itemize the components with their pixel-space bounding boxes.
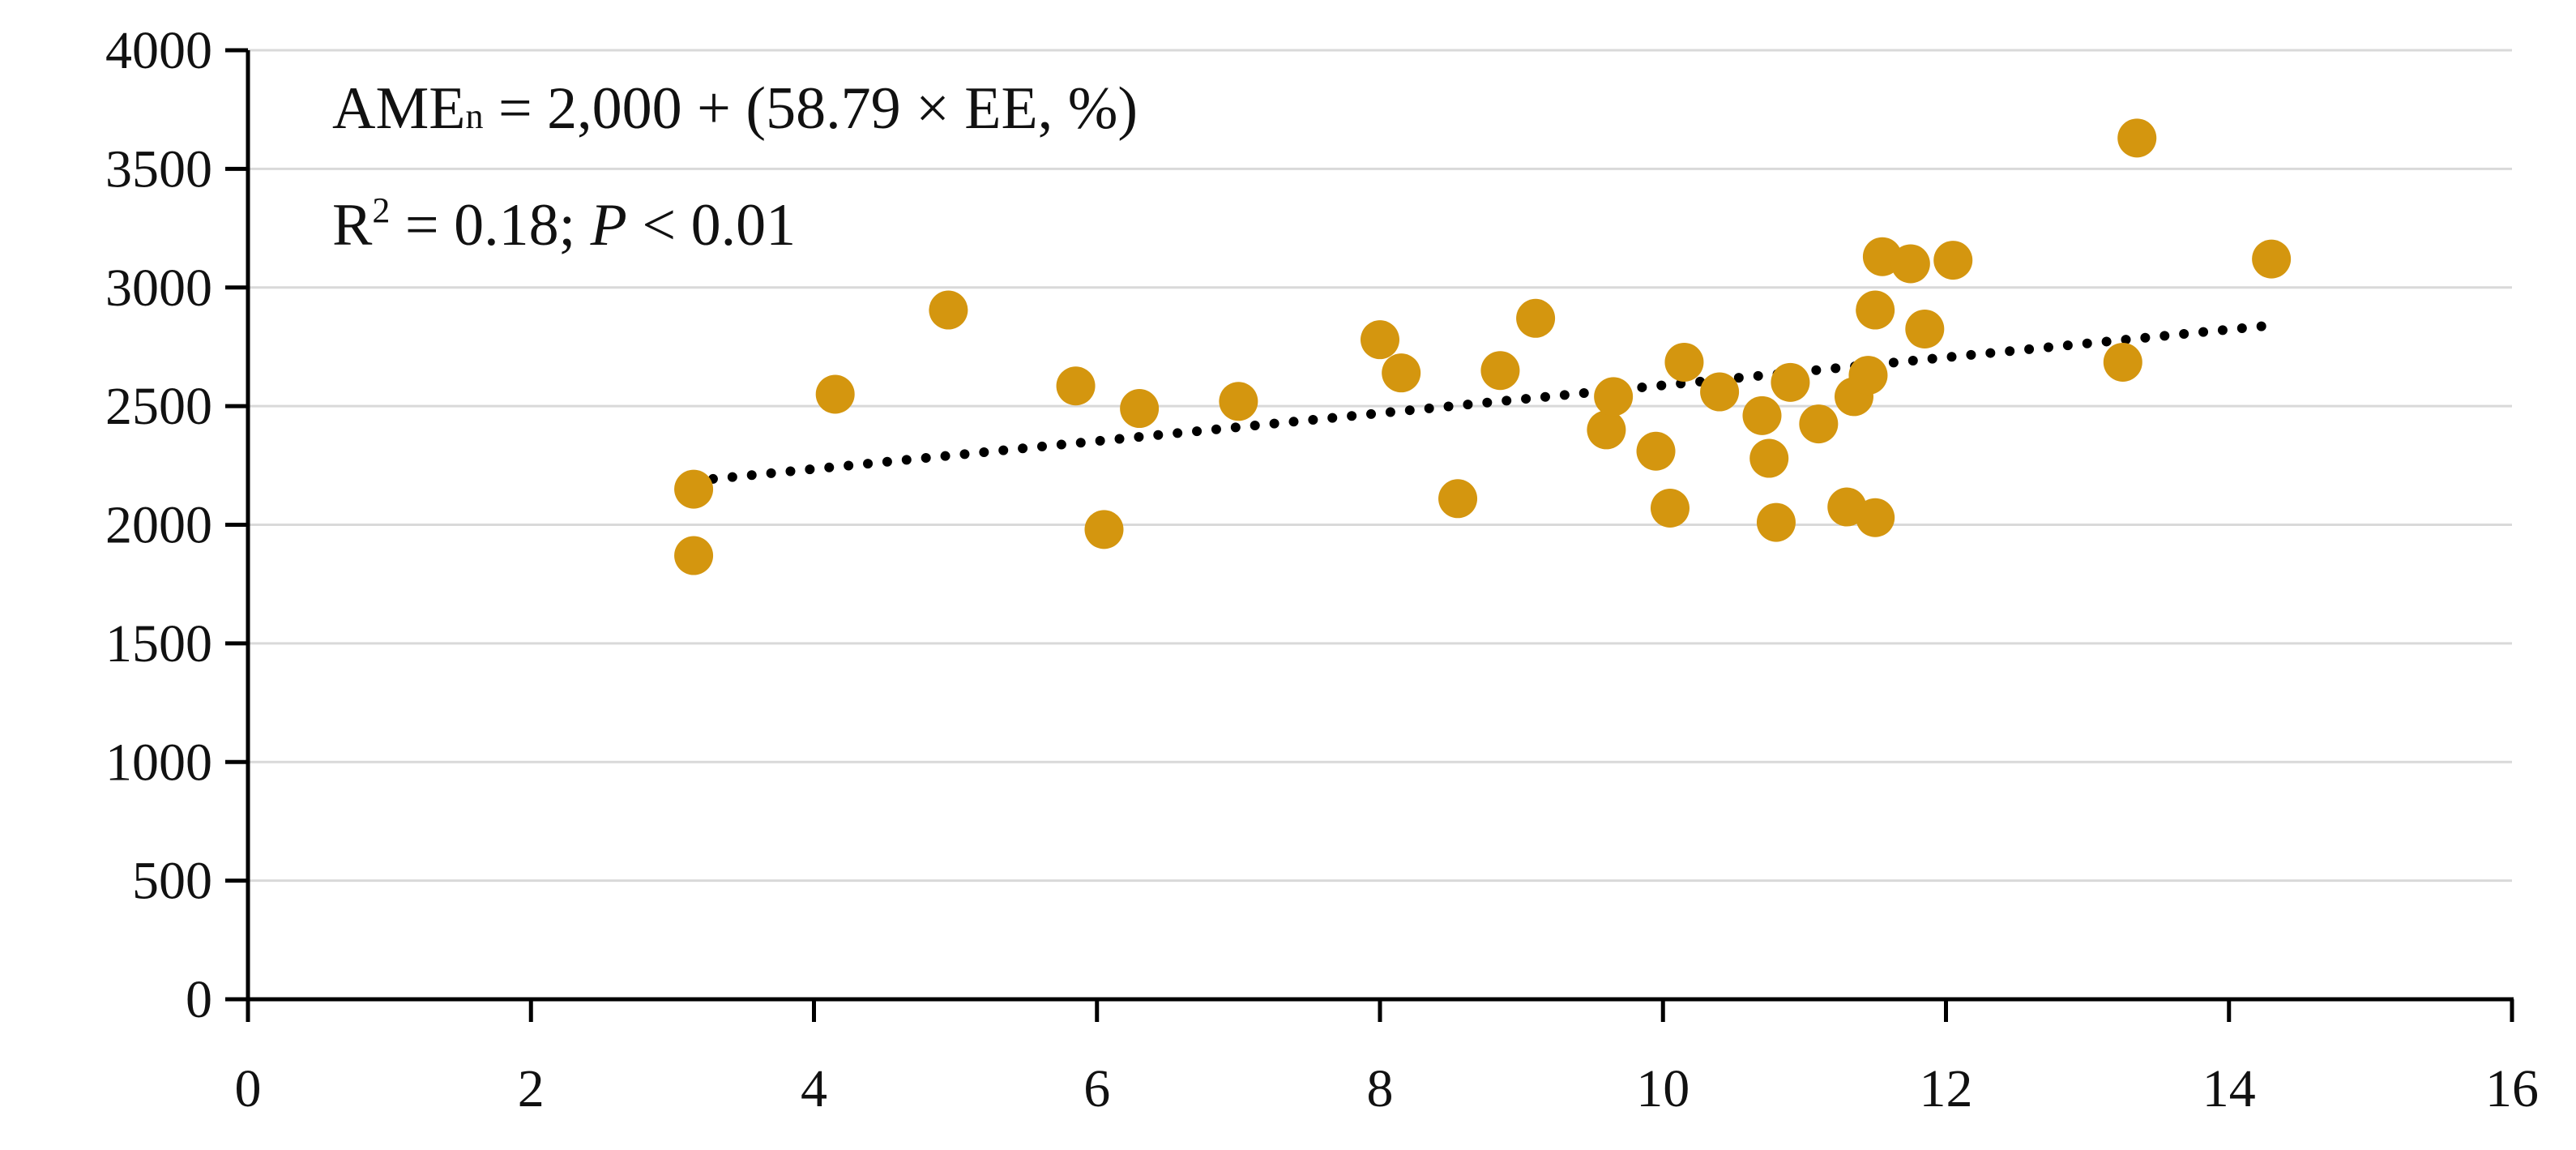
x-tick-label-2: 2	[518, 1059, 545, 1118]
data-point-14	[1587, 410, 1626, 450]
r-value: = 0.18;	[390, 192, 590, 259]
data-point-34	[2103, 342, 2142, 382]
y-tick-label-4000: 4000	[105, 21, 212, 80]
p-value: < 0.01	[627, 192, 796, 259]
data-point-3	[815, 374, 855, 414]
data-points	[674, 118, 2292, 575]
data-point-1	[674, 469, 714, 509]
data-point-23	[1771, 362, 1810, 402]
axes: 0 500 1000 1500 2000 2500 3000 3500 4000 0 2 4 6 8 10 1…	[105, 21, 2539, 1118]
data-point-19	[1700, 372, 1740, 412]
r-superscript: 2	[372, 190, 390, 230]
y-tick-label-500: 500	[132, 852, 212, 911]
data-point-11	[1438, 479, 1478, 519]
data-point-10	[1382, 353, 1421, 393]
data-point-15	[1594, 377, 1634, 417]
y-tick-label-2500: 2500	[105, 377, 212, 436]
y-tick-label-3000: 3000	[105, 259, 212, 318]
data-point-35	[2117, 118, 2157, 158]
x-tick-label-0: 0	[235, 1059, 262, 1118]
data-point-28	[1856, 290, 1895, 330]
y-tick-label-0: 0	[186, 970, 212, 1029]
data-point-12	[1480, 351, 1520, 391]
data-point-8	[1219, 382, 1258, 421]
stats-annotation: R2 = 0.18; P < 0.01	[332, 190, 796, 259]
data-point-29	[1856, 498, 1895, 537]
y-tick-label-1500: 1500	[105, 614, 212, 673]
gridlines	[248, 49, 2512, 883]
x-tick-label-6: 6	[1083, 1059, 1110, 1118]
data-point-22	[1756, 502, 1796, 542]
equation-rhs: = 2,000 + (58.79 × EE, %)	[483, 75, 1138, 142]
data-point-2	[674, 536, 714, 575]
y-tick-label-3500: 3500	[105, 139, 212, 199]
x-tick-label-10: 10	[1636, 1059, 1690, 1118]
equation-annotation: AMEn = 2,000 + (58.79 × EE, %)	[332, 75, 1138, 142]
y-tick-label-1000: 1000	[105, 733, 212, 792]
x-tick-label-12: 12	[1920, 1059, 1973, 1118]
data-point-6	[1084, 510, 1124, 549]
data-point-7	[1120, 389, 1160, 429]
data-point-21	[1749, 438, 1789, 478]
data-point-16	[1636, 431, 1676, 471]
data-point-20	[1742, 395, 1782, 435]
data-point-27	[1848, 356, 1888, 395]
x-tick-label-8: 8	[1367, 1059, 1394, 1118]
data-point-18	[1664, 342, 1704, 382]
p-label: P	[590, 192, 627, 259]
x-tick-label-14: 14	[2202, 1059, 2256, 1118]
trendline-layer	[689, 320, 2277, 486]
data-point-4	[929, 290, 968, 330]
data-point-31	[1890, 244, 1930, 284]
x-tick-label-4: 4	[801, 1059, 827, 1118]
data-point-32	[1905, 309, 1945, 348]
data-point-17	[1650, 489, 1690, 528]
equation-lhs: AME	[332, 75, 465, 142]
data-point-5	[1056, 366, 1096, 406]
data-point-13	[1516, 298, 1556, 338]
data-point-36	[2252, 239, 2292, 279]
equation-lhs-subscript: n	[465, 96, 483, 136]
x-tick-label-16: 16	[2485, 1059, 2539, 1118]
y-tick-label-2000: 2000	[105, 496, 212, 555]
data-point-33	[1933, 241, 1973, 280]
data-point-9	[1361, 320, 1399, 360]
data-point-24	[1799, 404, 1839, 444]
annotations: AMEn = 2,000 + (58.79 × EE, %) R2 = 0.18…	[332, 75, 1138, 259]
trendline	[689, 320, 2277, 486]
r-label: R	[332, 192, 373, 259]
